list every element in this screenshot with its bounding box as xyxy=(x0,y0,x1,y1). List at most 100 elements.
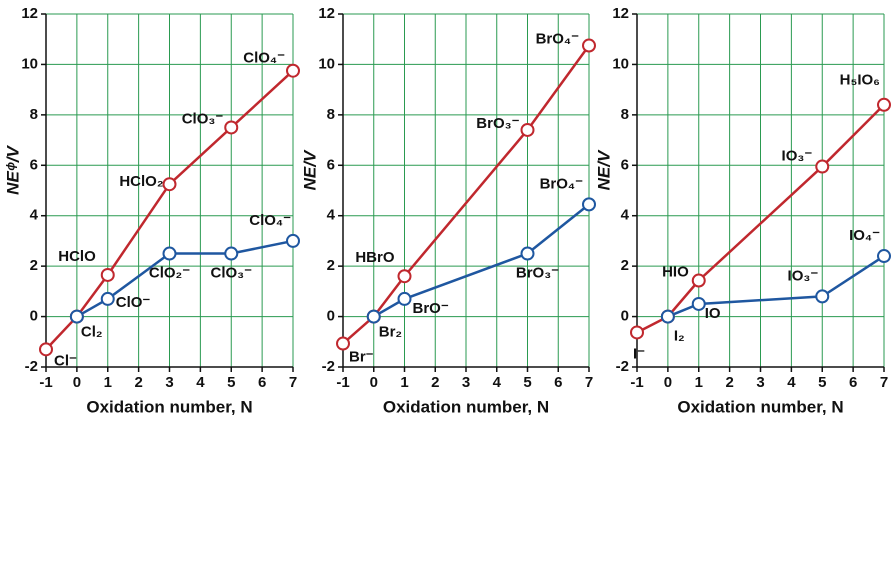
x-tick-label: -1 xyxy=(336,374,349,391)
x-tick-label: 4 xyxy=(196,374,205,391)
data-point xyxy=(100,267,115,282)
y-tick-label: -2 xyxy=(322,358,335,375)
x-axis-label: Oxidation number, N xyxy=(383,397,549,416)
data-point xyxy=(224,120,239,135)
x-tick-label: 0 xyxy=(370,374,378,391)
x-tick-label: 7 xyxy=(289,374,297,391)
x-axis-label: Oxidation number, N xyxy=(86,397,252,416)
point-label: IO₃⁻ xyxy=(782,148,813,165)
x-tick-label: 3 xyxy=(756,374,764,391)
point-label: ClO₄⁻ xyxy=(249,212,291,229)
y-tick-label: 12 xyxy=(21,5,38,22)
point-label: HClO₂ xyxy=(119,173,163,190)
point-label: BrO₃⁻ xyxy=(476,115,519,132)
x-tick-label: 4 xyxy=(493,374,502,391)
y-tick-label: 6 xyxy=(327,156,335,173)
point-label: Cl⁻ xyxy=(54,352,77,369)
data-point xyxy=(691,273,706,288)
point-label: I⁻ xyxy=(633,345,645,362)
point-label: Br₂ xyxy=(379,324,402,341)
x-tick-label: 5 xyxy=(523,374,531,391)
y-axis-label: NEᶲ/V xyxy=(3,145,22,195)
data-point xyxy=(286,63,300,78)
y-tick-label: 8 xyxy=(30,106,38,123)
data-point xyxy=(162,177,177,192)
y-axis-label: NE/V xyxy=(594,149,613,190)
x-tick-label: 5 xyxy=(818,374,826,391)
point-label: Cl₂ xyxy=(81,324,103,341)
x-tick-label: 4 xyxy=(787,374,796,391)
y-tick-label: 4 xyxy=(621,207,630,224)
point-label: ClO⁻ xyxy=(116,294,151,311)
data-point xyxy=(520,246,535,261)
data-point xyxy=(660,309,675,324)
data-point xyxy=(877,249,891,264)
point-label: HIO xyxy=(662,263,689,280)
data-point xyxy=(336,336,350,351)
x-tick-label: 6 xyxy=(554,374,562,391)
y-tick-label: 4 xyxy=(30,207,39,224)
data-point xyxy=(582,197,596,212)
data-point xyxy=(397,269,412,284)
x-axis-label: Oxidation number, N xyxy=(677,397,843,416)
point-label: IO xyxy=(705,305,721,322)
x-tick-label: 3 xyxy=(462,374,470,391)
x-tick-label: 1 xyxy=(400,374,408,391)
data-point xyxy=(224,246,239,261)
data-point xyxy=(877,97,891,112)
x-tick-label: 2 xyxy=(725,374,733,391)
data-point xyxy=(520,122,535,137)
x-tick-label: -1 xyxy=(630,374,643,391)
point-label: IO₄⁻ xyxy=(849,227,880,244)
point-label: ClO₃⁻ xyxy=(210,265,252,282)
point-label: BrO₄⁻ xyxy=(536,30,579,47)
x-tick-label: 6 xyxy=(849,374,857,391)
y-axis-label: NE/V xyxy=(300,149,319,190)
point-label: BrO⁻ xyxy=(413,300,449,317)
y-tick-label: 10 xyxy=(21,55,38,72)
point-label: ClO₄⁻ xyxy=(243,50,285,67)
data-point xyxy=(397,291,412,306)
y-tick-label: 10 xyxy=(612,55,629,72)
y-tick-label: -2 xyxy=(25,358,38,375)
data-point xyxy=(582,38,596,53)
y-tick-label: 2 xyxy=(621,257,629,274)
data-point xyxy=(630,325,644,340)
data-point xyxy=(69,309,84,324)
x-tick-label: 7 xyxy=(880,374,888,391)
y-tick-label: 0 xyxy=(327,308,335,325)
series-line xyxy=(373,203,590,318)
x-tick-label: 1 xyxy=(695,374,703,391)
x-tick-label: 0 xyxy=(664,374,672,391)
y-tick-label: 0 xyxy=(30,308,38,325)
y-tick-label: 8 xyxy=(621,106,629,123)
point-label: Br⁻ xyxy=(349,349,374,366)
data-point xyxy=(100,291,115,306)
x-tick-label: 0 xyxy=(73,374,81,391)
point-label: I₂ xyxy=(674,328,685,345)
point-label: HBrO xyxy=(355,249,395,266)
data-point xyxy=(815,159,830,174)
point-label: BrO₃⁻ xyxy=(516,265,559,282)
point-label: BrO₄⁻ xyxy=(540,175,583,192)
x-tick-label: 3 xyxy=(165,374,173,391)
x-tick-label: 6 xyxy=(258,374,266,391)
y-tick-label: 6 xyxy=(30,156,38,173)
x-tick-label: 7 xyxy=(585,374,593,391)
data-point xyxy=(162,246,177,261)
y-tick-label: -2 xyxy=(616,358,629,375)
y-tick-label: 2 xyxy=(30,257,38,274)
y-tick-label: 12 xyxy=(612,5,629,22)
y-tick-label: 0 xyxy=(621,308,629,325)
y-tick-label: 2 xyxy=(327,257,335,274)
series-line xyxy=(45,69,294,351)
point-label: ClO₃⁻ xyxy=(182,110,224,127)
y-tick-label: 6 xyxy=(621,156,629,173)
point-label: ClO₂⁻ xyxy=(149,265,190,282)
x-tick-label: -1 xyxy=(39,374,52,391)
series-line xyxy=(667,255,885,318)
data-point xyxy=(286,233,300,248)
data-point xyxy=(815,289,830,304)
x-tick-label: 2 xyxy=(134,374,142,391)
